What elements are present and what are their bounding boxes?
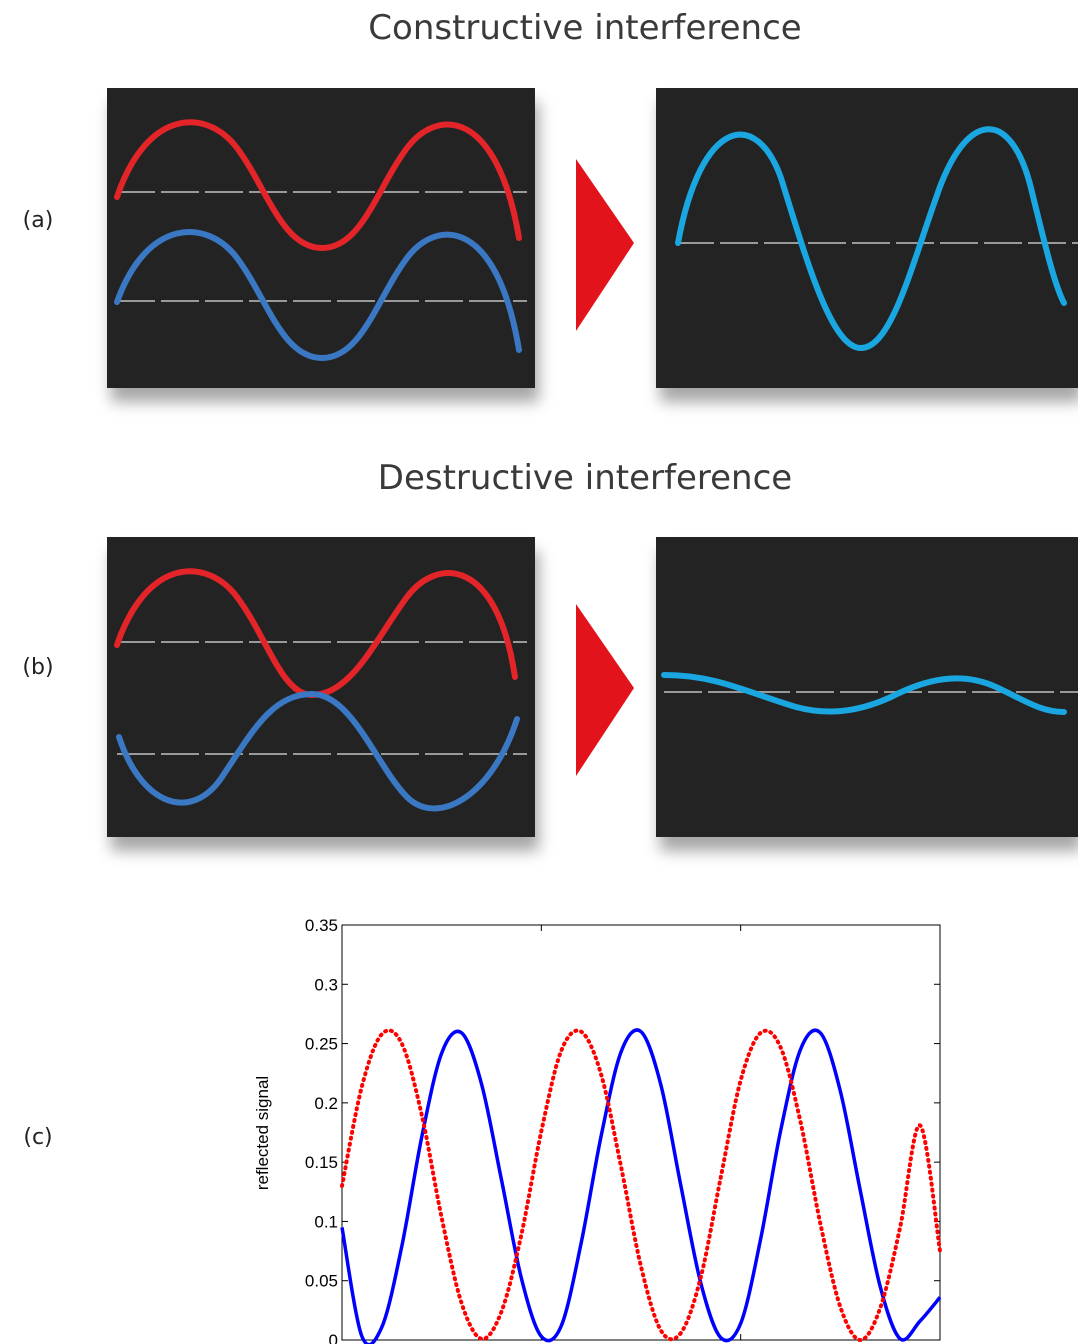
y-tick-label: 0.35 bbox=[305, 916, 338, 935]
result-wave-constructive bbox=[675, 126, 1067, 352]
result-wave-destructive bbox=[661, 672, 1067, 715]
y-tick-label: 0.2 bbox=[314, 1094, 338, 1113]
constructive-arrow-icon bbox=[576, 159, 634, 331]
plot-frame bbox=[341, 924, 941, 1341]
series-line-1 bbox=[340, 1028, 942, 1344]
y-tick-label: 0.05 bbox=[305, 1272, 338, 1291]
red-wave bbox=[114, 119, 522, 252]
blue-wave bbox=[114, 229, 522, 362]
label-c: (c) bbox=[23, 1125, 53, 1150]
y-tick-label: 0.1 bbox=[314, 1212, 338, 1231]
constructive-result-panel bbox=[656, 88, 1078, 388]
plot-axes-box bbox=[341, 924, 941, 1341]
red-wave bbox=[114, 568, 518, 699]
reflected-signal-plot: 0 0.05 0.1 0.15 0.2 0.25 0.3 0.35 reflected sig… bbox=[253, 916, 942, 1344]
constructive-title: Constructive interference bbox=[368, 8, 802, 48]
constructive-input-panel bbox=[107, 88, 535, 388]
series-line-2 bbox=[340, 1028, 942, 1342]
destructive-result-panel bbox=[656, 537, 1078, 837]
plot-series bbox=[340, 1028, 942, 1344]
destructive-arrow-icon bbox=[576, 604, 634, 776]
label-b: (b) bbox=[22, 655, 54, 680]
blue-wave bbox=[116, 690, 520, 812]
y-ticks: 0 0.05 0.1 0.15 0.2 0.25 0.3 0.35 bbox=[305, 916, 940, 1344]
y-axis-label: reflected signal bbox=[253, 1076, 272, 1190]
x-ticks bbox=[540, 925, 742, 1340]
y-tick-label: 0.3 bbox=[314, 975, 338, 994]
y-tick-label: 0.15 bbox=[305, 1153, 338, 1172]
destructive-input-panel bbox=[107, 537, 535, 837]
y-tick-label: 0.25 bbox=[305, 1035, 338, 1054]
y-tick-label: 0 bbox=[329, 1331, 338, 1344]
destructive-title: Destructive interference bbox=[377, 458, 793, 498]
label-a: (a) bbox=[22, 208, 54, 233]
